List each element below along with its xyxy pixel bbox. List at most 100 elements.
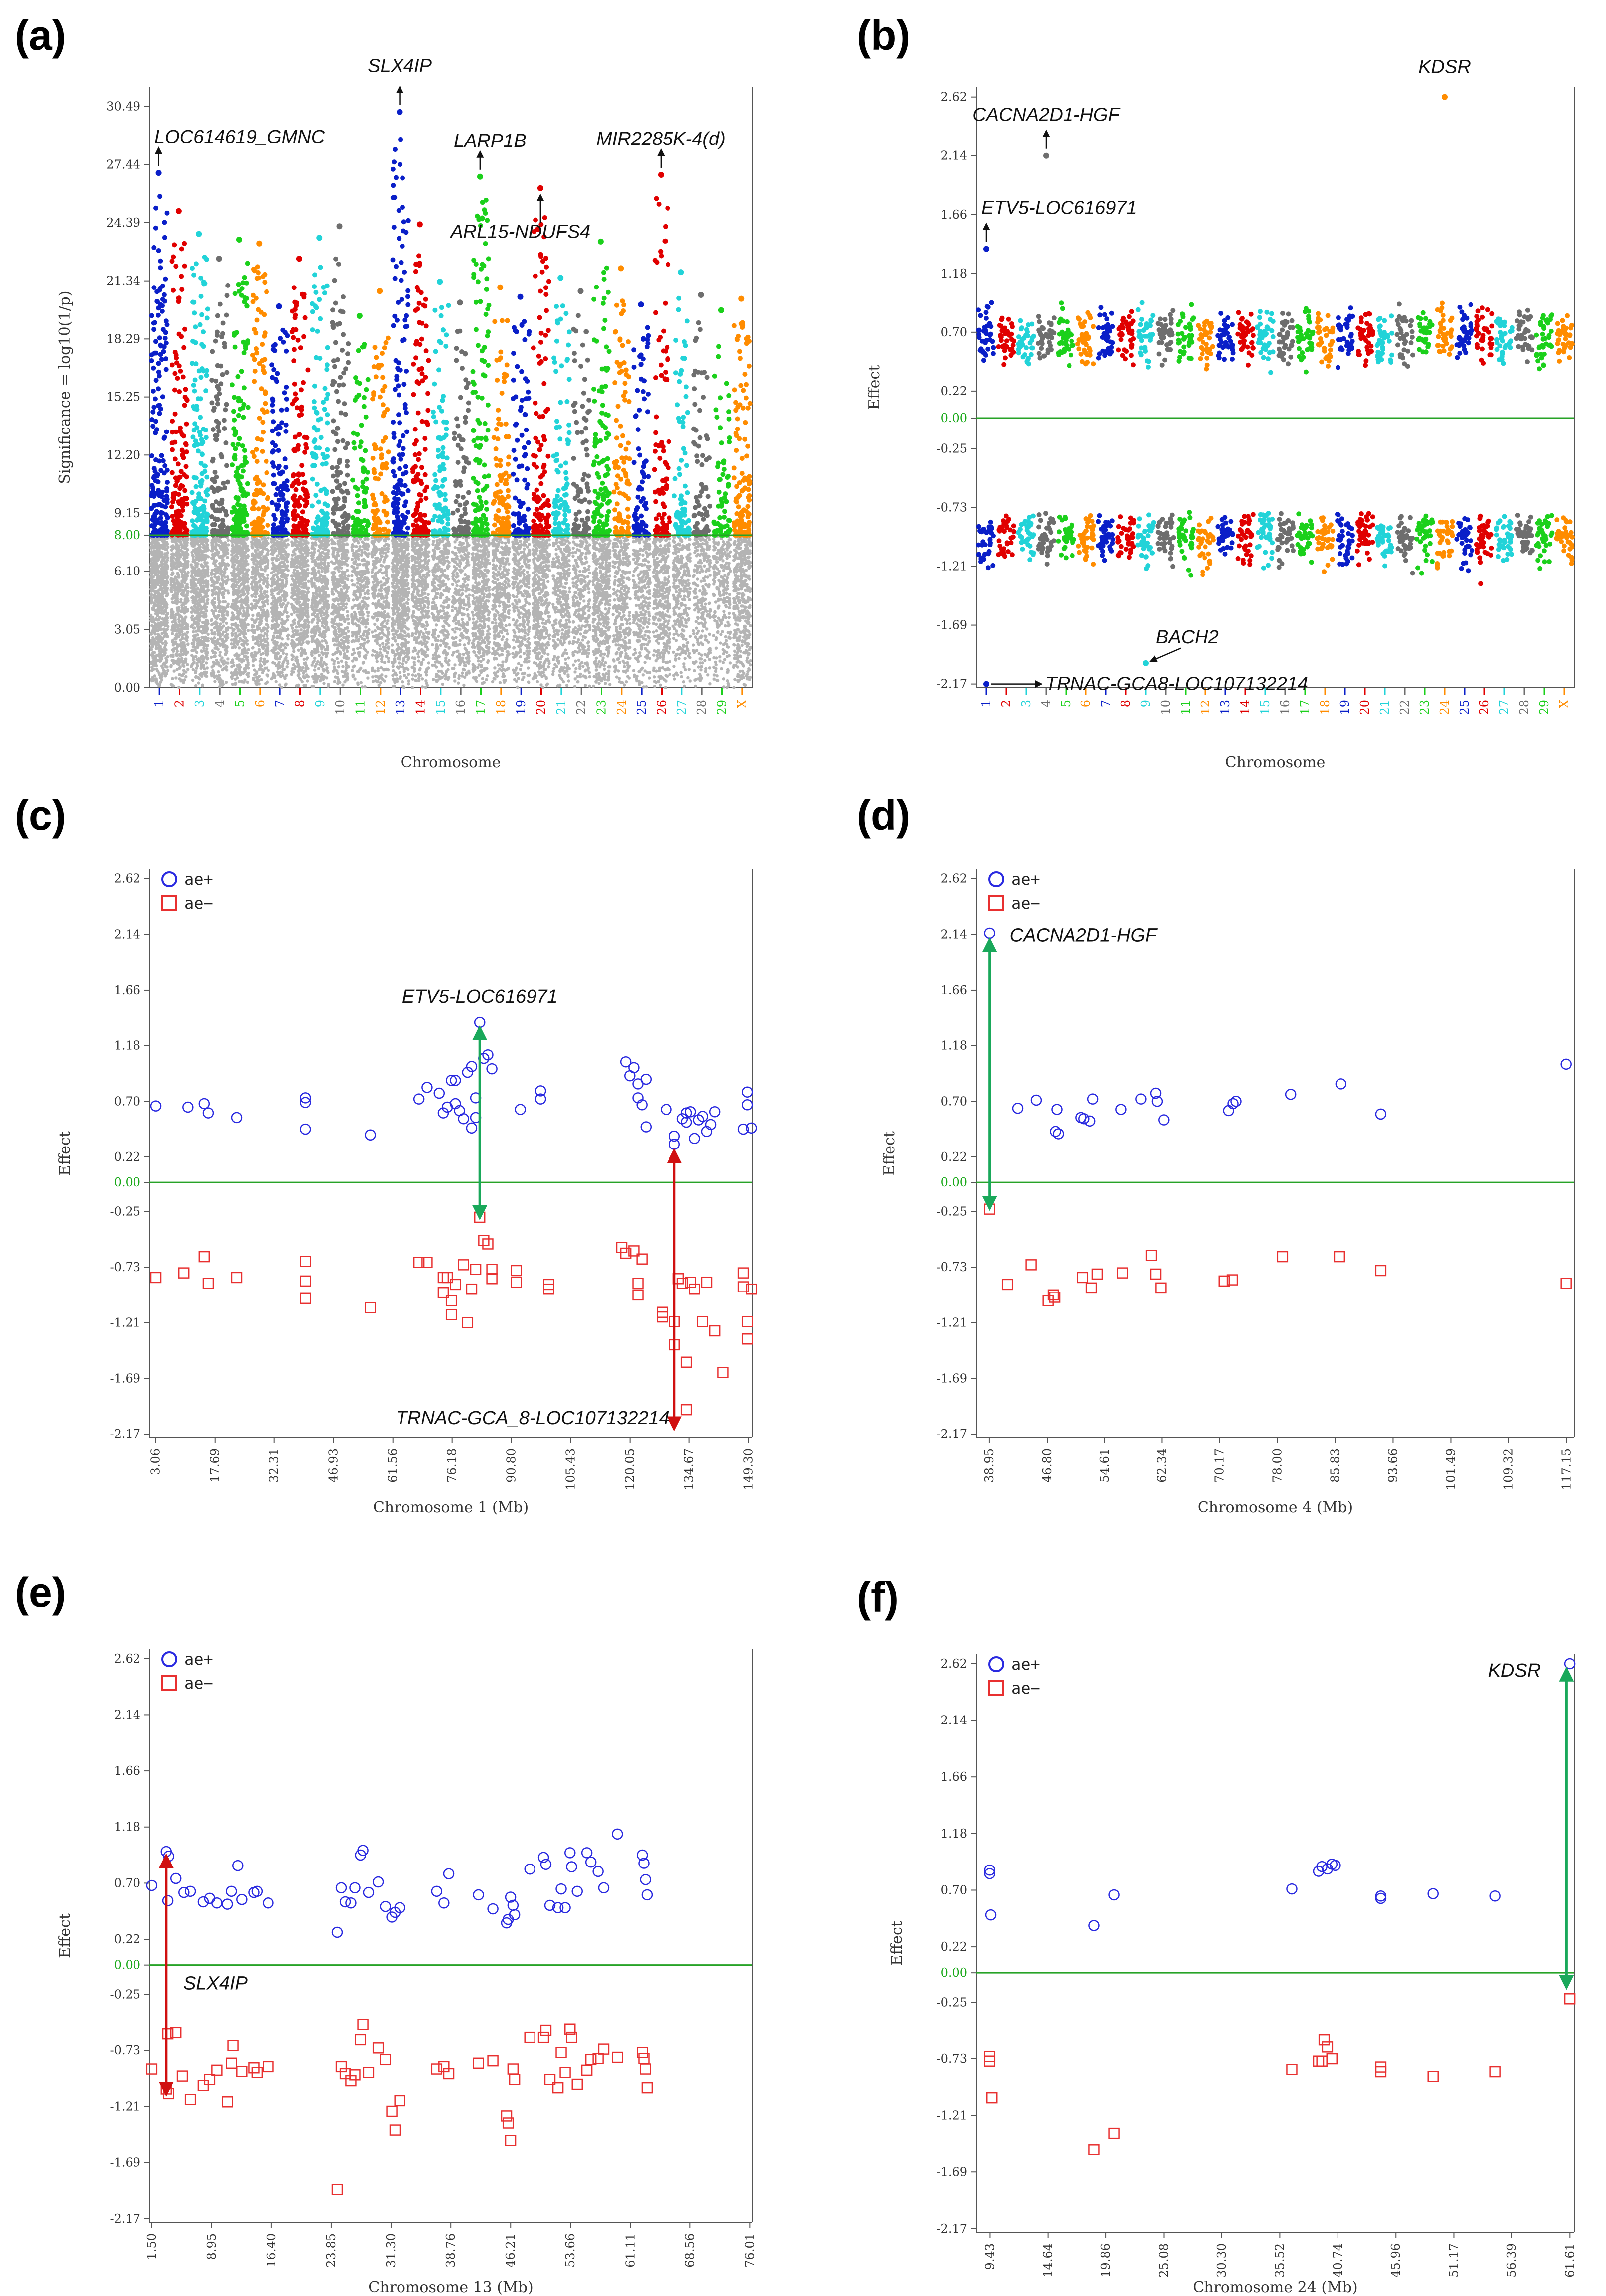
nonsig-point — [310, 637, 314, 641]
nonsig-point — [314, 605, 318, 608]
nonsig-point — [221, 682, 225, 686]
nonsig-point — [242, 577, 245, 581]
nonsig-point — [192, 618, 196, 621]
nonsig-point — [204, 570, 208, 574]
y-tick-label: 6.10 — [114, 565, 140, 578]
nonsig-point — [272, 635, 275, 639]
nonsig-point — [198, 619, 201, 622]
nonsig-point — [306, 598, 310, 602]
nonsig-point — [234, 632, 238, 635]
nonsig-point — [171, 659, 175, 662]
nonsig-point — [210, 637, 213, 641]
nonsig-point — [313, 668, 317, 672]
nonsig-point — [275, 664, 278, 668]
nonsig-point — [242, 659, 246, 663]
nonsig-point — [306, 634, 309, 638]
nonsig-point — [192, 590, 196, 594]
nonsig-point — [256, 627, 260, 631]
nonsig-point — [276, 569, 279, 573]
nonsig-point — [341, 683, 345, 687]
nonsig-point — [311, 560, 314, 563]
nonsig-point — [160, 560, 163, 564]
nonsig-point — [217, 670, 220, 674]
nonsig-point — [232, 578, 236, 581]
nonsig-point — [159, 601, 162, 604]
nonsig-point — [166, 556, 170, 560]
nonsig-point — [201, 614, 204, 618]
nonsig-point — [314, 562, 318, 566]
nonsig-point — [154, 647, 158, 650]
nonsig-point — [325, 569, 328, 573]
nonsig-point — [223, 552, 227, 555]
nonsig-point — [159, 605, 162, 609]
nonsig-point — [251, 629, 255, 632]
nonsig-point — [226, 661, 230, 665]
nonsig-point — [232, 628, 236, 631]
nonsig-point — [181, 575, 185, 579]
nonsig-point — [197, 559, 201, 562]
nonsig-point — [323, 563, 327, 567]
nonsig-point — [235, 541, 239, 544]
nonsig-point — [196, 602, 200, 605]
nonsig-point — [203, 554, 207, 557]
nonsig-point — [200, 643, 203, 646]
nonsig-point — [252, 598, 256, 602]
nonsig-point — [175, 642, 179, 646]
nonsig-point — [151, 606, 154, 610]
nonsig-point — [303, 619, 307, 623]
nonsig-point — [162, 545, 166, 548]
nonsig-point — [319, 662, 322, 665]
y-tick-label: 24.39 — [106, 216, 140, 230]
nonsig-point — [281, 648, 285, 652]
nonsig-point — [338, 634, 341, 638]
nonsig-point — [175, 649, 179, 653]
nonsig-point — [219, 547, 223, 551]
nonsig-point — [278, 596, 282, 600]
nonsig-point — [253, 658, 257, 662]
chromosome-tick-label: 3 — [193, 700, 207, 707]
nonsig-point — [316, 557, 319, 561]
nonsig-point — [290, 673, 293, 676]
nonsig-point — [221, 593, 224, 597]
nonsig-point — [210, 557, 214, 560]
nonsig-point — [266, 559, 270, 562]
nonsig-point — [261, 671, 265, 674]
nonsig-point — [182, 672, 185, 676]
nonsig-point — [178, 584, 182, 588]
nonsig-point — [333, 643, 337, 647]
nonsig-point — [286, 634, 289, 638]
nonsig-point — [234, 538, 237, 542]
nonsig-point — [251, 635, 255, 639]
nonsig-point — [255, 588, 258, 592]
nonsig-point — [184, 588, 187, 591]
nonsig-point — [290, 653, 294, 657]
nonsig-point — [211, 547, 215, 551]
nonsig-point — [327, 555, 330, 559]
nonsig-point — [195, 639, 199, 642]
nonsig-point — [324, 648, 327, 651]
nonsig-point — [191, 645, 195, 649]
nonsig-point — [331, 598, 335, 602]
nonsig-point — [149, 567, 153, 571]
nonsig-point — [149, 598, 153, 601]
nonsig-point — [183, 611, 186, 615]
nonsig-point — [274, 549, 278, 553]
nonsig-point — [197, 622, 200, 625]
nonsig-point — [154, 618, 157, 621]
nonsig-point — [259, 640, 263, 643]
nonsig-point — [164, 640, 167, 644]
nonsig-point — [266, 577, 269, 580]
nonsig-point — [282, 626, 286, 630]
nonsig-point — [304, 584, 308, 588]
nonsig-point — [230, 676, 234, 680]
nonsig-point — [326, 607, 330, 610]
nonsig-point — [194, 595, 198, 598]
nonsig-point — [174, 613, 178, 617]
nonsig-point — [276, 624, 280, 628]
nonsig-point — [284, 567, 288, 571]
chromosome-tick-label: X — [735, 700, 749, 708]
nonsig-point — [165, 665, 169, 669]
nonsig-point — [246, 603, 250, 607]
nonsig-point — [223, 562, 226, 566]
nonsig-point — [213, 680, 217, 683]
